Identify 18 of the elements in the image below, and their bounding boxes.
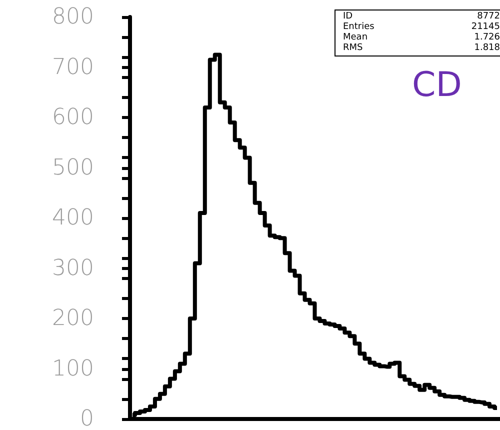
annotation: 8772 (477, 12, 500, 22)
annotation: 1.818 (474, 43, 500, 53)
y-tick-label: 200 (52, 306, 94, 331)
y-tick-label: 700 (52, 54, 94, 80)
annotation: ID (343, 12, 353, 22)
y-tick-label: 0 (80, 406, 94, 430)
y-tick-label: 500 (52, 155, 94, 180)
y-tick-label: 600 (52, 105, 94, 130)
y-tick-label: 800 (52, 4, 94, 30)
annotation: 1.726 (474, 32, 500, 42)
annotation: 21145 (471, 22, 500, 32)
annotation: CD (412, 65, 462, 105)
y-tick-label: 400 (52, 206, 94, 230)
y-tick-label: 300 (52, 256, 94, 281)
annotation: Mean (343, 32, 368, 42)
y-tick-label: 100 (52, 356, 94, 382)
annotation: RMS (343, 43, 364, 53)
annotation: Entries (343, 22, 375, 32)
